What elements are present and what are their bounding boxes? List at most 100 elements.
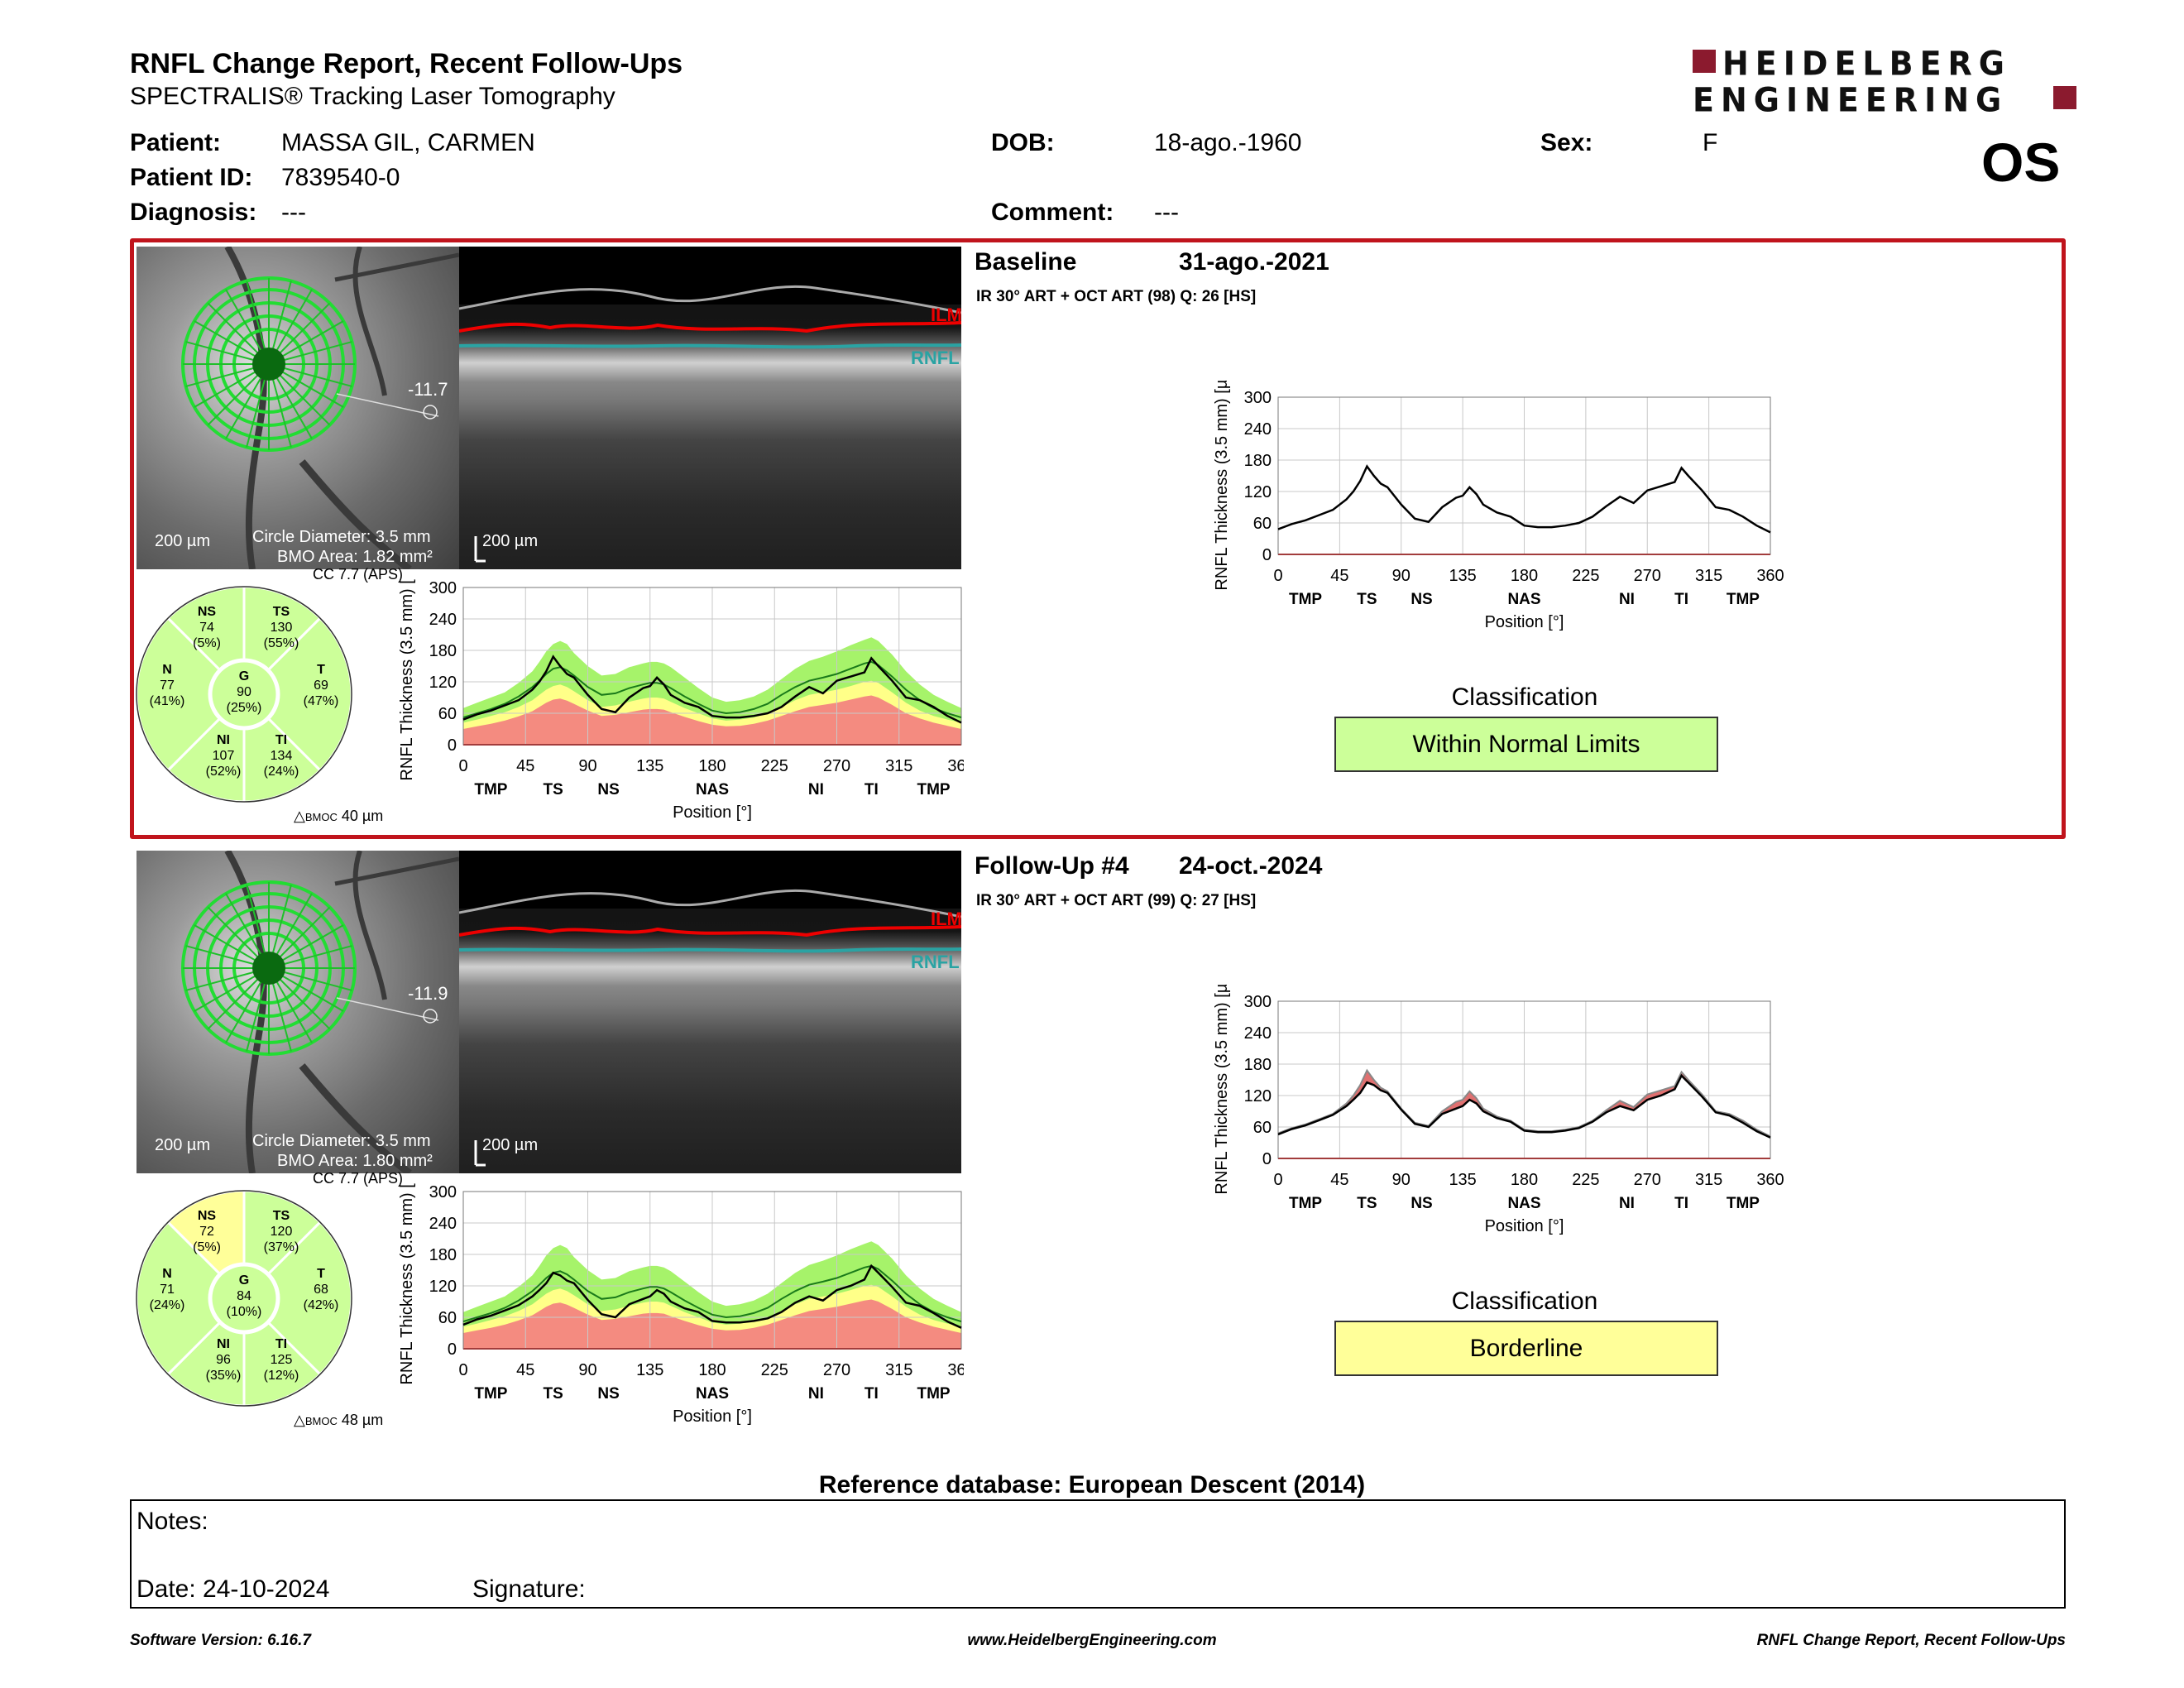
y-tick-label: 300 bbox=[429, 1183, 457, 1201]
ilm-line bbox=[459, 925, 961, 938]
region-label: NI bbox=[808, 781, 824, 798]
sector-name-ni: NI bbox=[217, 733, 230, 747]
sector-pct-t: (42%) bbox=[304, 1298, 339, 1312]
report-subtitle: SPECTRALIS® Tracking Laser Tomography bbox=[130, 83, 615, 110]
region-label: NI bbox=[808, 1385, 824, 1403]
vessel bbox=[334, 252, 459, 282]
sector-name-ti: TI bbox=[275, 1337, 287, 1351]
region-label: NAS bbox=[1507, 1195, 1540, 1212]
region-label: TMP bbox=[474, 1385, 507, 1403]
x-tick-label: 270 bbox=[823, 757, 850, 775]
oct-bscan: ILM RNFL 200 µm bbox=[459, 247, 961, 569]
x-tick-label: 90 bbox=[1392, 1171, 1410, 1189]
x-tick-label: 180 bbox=[698, 1361, 726, 1379]
scan-center bbox=[252, 348, 285, 381]
x-tick-label: 270 bbox=[823, 1361, 850, 1379]
software-version: Software Version: 6.16.7 bbox=[130, 1632, 311, 1649]
sector-pct-ti: (24%) bbox=[264, 765, 299, 779]
sector-value-ts: 120 bbox=[271, 1225, 293, 1239]
fundus-image: -11.9 200 µm Circle Diameter: 3.5 mm BMO… bbox=[136, 851, 459, 1173]
region-label: NI bbox=[1619, 591, 1635, 608]
classification-result: Within Normal Limits bbox=[1334, 717, 1718, 772]
scan-center bbox=[252, 952, 285, 985]
sector-value-ts: 130 bbox=[271, 621, 293, 635]
y-tick-label: 180 bbox=[429, 1246, 457, 1264]
y-axis-title: RNFL Thickness (3.5 mm) [µm] bbox=[398, 1183, 416, 1385]
scan-info: IR 30° ART + OCT ART (98) Q: 26 [HS] bbox=[976, 288, 1257, 305]
fundus-scale-label: 200 µm bbox=[155, 532, 211, 550]
sector-chart: NS 74(5%) TS 130(55%) T 69(47%) TI 134 (24%) NI 10… bbox=[135, 585, 353, 803]
date-label: Date: 24-10-2024 bbox=[136, 1575, 330, 1603]
exam-date: 24-oct.-2024 bbox=[1179, 852, 1323, 880]
patient-value: MASSA GIL, CARMEN bbox=[281, 129, 535, 156]
x-tick-label: 225 bbox=[1572, 567, 1599, 585]
logo-square-top bbox=[1693, 50, 1716, 73]
classification-label: Classification bbox=[1451, 683, 1598, 711]
sector-pct-t: (47%) bbox=[304, 694, 339, 708]
measured-line bbox=[462, 655, 962, 724]
logo-line2: ENGINEERING bbox=[1693, 80, 2009, 120]
sector-name-t: T bbox=[317, 1267, 325, 1281]
sex-value: F bbox=[1703, 129, 1718, 156]
x-tick-label: 180 bbox=[1511, 567, 1538, 585]
sector-pct-g: (10%) bbox=[227, 1305, 262, 1319]
bmoc-label: △BMOC 40 µm bbox=[294, 808, 384, 824]
plot-frame bbox=[462, 1191, 962, 1350]
followup-exam: -11.9 200 µm Circle Diameter: 3.5 mm BMO… bbox=[135, 851, 1784, 1428]
x-tick-label: 360 bbox=[1756, 567, 1784, 585]
vessel bbox=[224, 247, 267, 569]
scan-circles bbox=[181, 880, 357, 1056]
rnfl-label: RNFL bbox=[911, 348, 960, 368]
y-tick-label: 240 bbox=[1244, 420, 1272, 439]
oct-top-dark bbox=[459, 851, 961, 909]
y-tick-label: 0 bbox=[1262, 546, 1272, 564]
thickness-line bbox=[1277, 464, 1771, 534]
thickness-profile-chart: 0 60 120 180 240 300 0 45 90 135 180 225 270 315 360 TM… bbox=[1213, 985, 1784, 1235]
patient-id-value: 7839540-0 bbox=[281, 164, 400, 191]
region-label: TS bbox=[544, 1385, 563, 1403]
sector-value-ns: 74 bbox=[199, 621, 214, 635]
notes-label: Notes: bbox=[136, 1508, 208, 1535]
y-tick-label: 300 bbox=[1244, 993, 1272, 1011]
dob-value: 18-ago.-1960 bbox=[1154, 129, 1302, 156]
patient-label: Patient: bbox=[130, 129, 222, 156]
x-tick-label: 90 bbox=[1392, 567, 1410, 585]
x-tick-label: 45 bbox=[1330, 567, 1348, 585]
y-tick-label: 180 bbox=[429, 642, 457, 660]
x-tick-label: 315 bbox=[1695, 567, 1722, 585]
heidelberg-logo: HEIDELBERG ENGINEERING bbox=[1693, 47, 2078, 120]
y-tick-label: 60 bbox=[1253, 515, 1272, 533]
sector-g bbox=[209, 659, 279, 729]
region-label: NS bbox=[1410, 1195, 1432, 1212]
x-tick-label: 225 bbox=[761, 757, 788, 775]
y-tick-label: 300 bbox=[1244, 389, 1272, 407]
bmoc-label: △BMOC 48 µm bbox=[294, 1412, 384, 1428]
vessel bbox=[299, 1063, 412, 1173]
region-label: NS bbox=[597, 781, 619, 798]
vessel bbox=[352, 247, 387, 396]
y-tick-label: 240 bbox=[1244, 1024, 1272, 1043]
x-tick-label: 0 bbox=[1273, 1171, 1282, 1189]
y-axis-title: RNFL Thickness (3.5 mm) [µm] bbox=[1213, 381, 1231, 591]
region-label: NS bbox=[1410, 591, 1432, 608]
region-label: TMP bbox=[1289, 1195, 1322, 1212]
exam-label: Baseline bbox=[975, 248, 1077, 276]
region-label: TI bbox=[1674, 591, 1688, 608]
diagnosis-label: Diagnosis: bbox=[130, 199, 257, 226]
sector-value-ni: 96 bbox=[216, 1353, 231, 1367]
scan-info: IR 30° ART + OCT ART (99) Q: 27 [HS] bbox=[976, 892, 1257, 909]
y-tick-label: 120 bbox=[1244, 483, 1272, 501]
x-tick-label: 360 bbox=[1756, 1171, 1784, 1189]
y-axis-title: RNFL Thickness (3.5 mm) [µm] bbox=[1213, 985, 1231, 1195]
sector-name-n: N bbox=[162, 663, 172, 677]
x-tick-label: 315 bbox=[885, 757, 912, 775]
exam-date: 31-ago.-2021 bbox=[1179, 248, 1329, 276]
sector-name-ni: NI bbox=[217, 1337, 230, 1351]
website-link[interactable]: www.HeidelbergEngineering.com bbox=[967, 1632, 1217, 1649]
angle-marker bbox=[423, 405, 438, 420]
sector-value-t: 68 bbox=[314, 1283, 328, 1297]
notes-box[interactable]: Notes: Date: 24-10-2024 Signature: bbox=[130, 1499, 2066, 1609]
vessel bbox=[352, 851, 387, 1000]
sector-chart: NS 72(5%) TS 120(37%) T 68(42%) TI 125 (12%) NI 96… bbox=[135, 1189, 353, 1407]
baseline-exam: -11.7 200 µm Circle Diameter: 3.5 mm BMO… bbox=[0, 0, 2184, 836]
